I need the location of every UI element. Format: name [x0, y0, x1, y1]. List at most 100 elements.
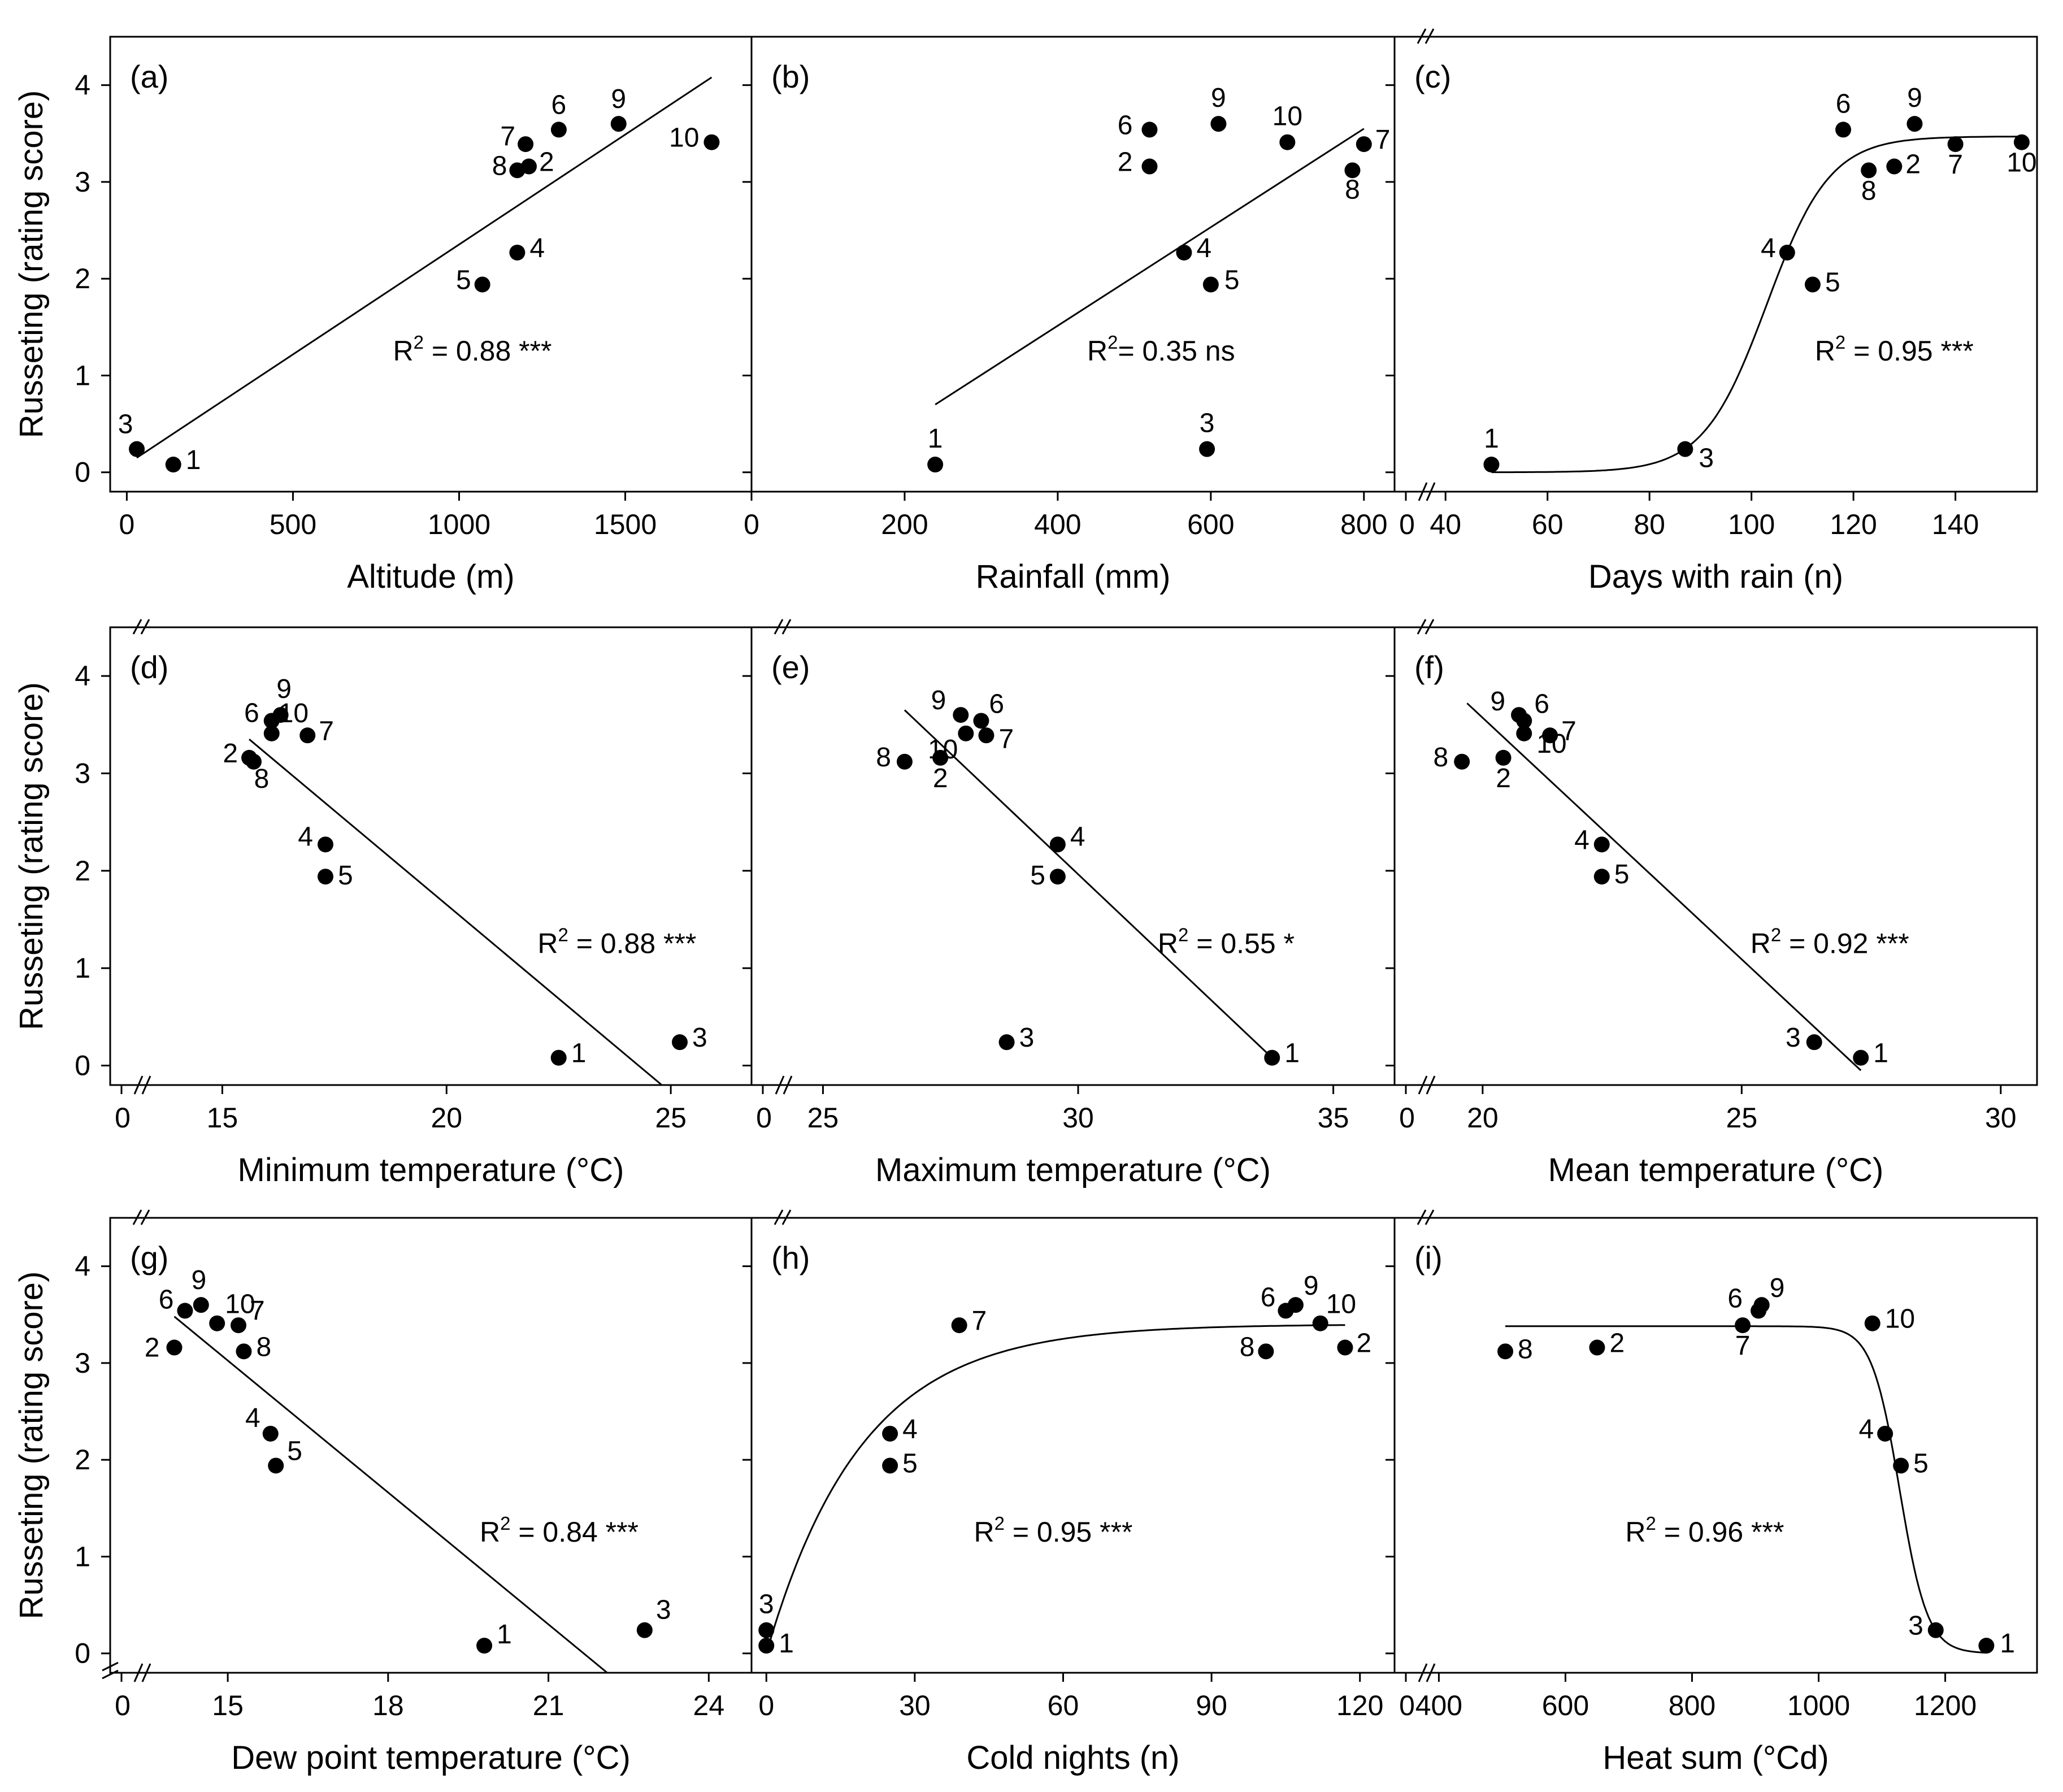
point-label: 3 [1908, 1611, 1923, 1641]
point-label: 10 [1272, 102, 1302, 132]
r-squared-annotation: R2 = 0.55 * [1158, 925, 1295, 960]
panel-frame [750, 1217, 1396, 1674]
point-label: 6 [551, 90, 567, 120]
y-axis-break [140, 619, 150, 635]
data-point-7 [1947, 136, 1964, 153]
data-point-2 [1337, 1339, 1353, 1356]
point-label: 10 [928, 735, 958, 765]
data-point-8 [245, 753, 262, 770]
data-point-5 [474, 276, 490, 293]
point-label: 4 [1574, 825, 1589, 855]
data-point-10 [263, 725, 280, 741]
data-point-7 [299, 727, 316, 744]
point-label: 9 [1907, 83, 1922, 113]
data-point-4 [882, 1425, 898, 1442]
x-tick-label: 1000 [1787, 1690, 1850, 1721]
x-tick-label: 35 [1318, 1102, 1349, 1134]
data-point-1 [550, 1049, 567, 1066]
point-label: 5 [1030, 861, 1045, 891]
point-label: 8 [492, 151, 507, 181]
data-point-4 [509, 244, 525, 261]
data-point-1 [1978, 1638, 1995, 1654]
point-label: 2 [1905, 150, 1921, 180]
point-label: 10 [225, 1290, 255, 1320]
x-tick-label: 120 [1336, 1690, 1383, 1721]
panel-a: 0 1 2 3 4 0 500 1000 1500 Altitude (m) Russeting (… [13, 36, 753, 595]
x-tick-label-zero: 0 [756, 1102, 772, 1134]
panel-label: (b) [771, 59, 810, 94]
y-axis-break [781, 619, 792, 635]
y-tick-label: 3 [75, 758, 90, 789]
data-point-9 [1753, 1297, 1770, 1313]
x-axis-break [1426, 1075, 1436, 1095]
point-label: 1 [1873, 1039, 1888, 1069]
point-label: 2 [539, 147, 554, 177]
panel-frame [109, 1217, 753, 1674]
y-tick-label: 2 [75, 263, 90, 294]
x-tick-label: 600 [1542, 1690, 1589, 1721]
x-tick-label: 20 [1467, 1102, 1499, 1134]
point-label: 6 [1836, 89, 1851, 119]
x-tick-label: 30 [1985, 1102, 2017, 1134]
x-tick-label: 1000 [428, 509, 490, 540]
point-label: 8 [256, 1332, 271, 1362]
point-label: 6 [1534, 689, 1549, 719]
fit-curve [765, 1324, 1345, 1654]
point-label: 1 [1284, 1039, 1300, 1069]
panel-e: 25 30 35 0 Maximum temperature (°C) (e) 1 2 3 45 6… [742, 619, 1396, 1188]
data-point-8 [1258, 1343, 1274, 1360]
y-axis-break [140, 1209, 150, 1225]
x-tick-label: 100 [1728, 509, 1775, 540]
data-point-3 [1677, 441, 1693, 457]
data-point-5 [1593, 869, 1610, 885]
x-tick-label: 600 [1187, 509, 1234, 540]
y-axis-break [1417, 28, 1427, 44]
panel-frame [109, 626, 753, 1086]
data-point-3 [636, 1622, 653, 1638]
x-tick-label-zero: 0 [1399, 1690, 1415, 1721]
x-tick-label: 25 [655, 1102, 687, 1134]
panel-h: 0 30 60 90 120 Cold nights (n) (h) 1 2 3 4 5 6 7 8 910 R… [742, 1209, 1396, 1776]
point-label: 7 [319, 716, 334, 746]
data-point-2 [1589, 1339, 1605, 1356]
x-axis-break [1418, 1663, 1428, 1682]
fit-line [1466, 702, 1862, 1071]
x-axis-label: Dew point temperature (°C) [231, 1739, 631, 1776]
data-point-9 [272, 707, 289, 723]
data-point-7 [1542, 727, 1558, 744]
point-label: 9 [191, 1265, 206, 1295]
x-axis-break [1426, 1663, 1436, 1682]
point-label: 2 [1609, 1329, 1625, 1359]
y-axis-break [774, 619, 784, 635]
panel-label: (d) [130, 649, 168, 685]
y-axis-label: Russeting (rating score) [13, 90, 50, 439]
point-label: 1 [779, 1629, 794, 1659]
x-tick-label: 25 [807, 1102, 839, 1134]
data-point-9 [953, 707, 969, 723]
point-label: 7 [998, 724, 1014, 754]
panel-label: (h) [771, 1240, 810, 1275]
data-point-3 [758, 1622, 775, 1638]
data-point-10 [209, 1315, 225, 1331]
y-axis-label: Russeting (rating score) [13, 1272, 50, 1620]
data-point-7 [231, 1317, 246, 1334]
point-label: 6 [989, 689, 1004, 719]
data-point-4 [262, 1425, 279, 1442]
data-point-6 [1141, 122, 1158, 138]
data-point-8 [1344, 162, 1361, 179]
x-axis-label: Altitude (m) [347, 558, 515, 595]
point-label: 3 [118, 410, 133, 440]
x-tick-label: 400 [1415, 1690, 1462, 1721]
data-point-4 [1176, 244, 1192, 261]
y-tick-label: 0 [75, 457, 90, 488]
x-tick-label: 140 [1932, 509, 1979, 540]
fit-curve [1491, 136, 2022, 474]
y-axis-break [1424, 619, 1435, 635]
data-point-3 [129, 441, 145, 457]
point-label: 9 [276, 674, 292, 704]
data-point-10 [1279, 134, 1296, 150]
data-point-7 [1735, 1317, 1751, 1334]
data-point-3 [672, 1034, 688, 1051]
point-label: 3 [692, 1023, 707, 1053]
